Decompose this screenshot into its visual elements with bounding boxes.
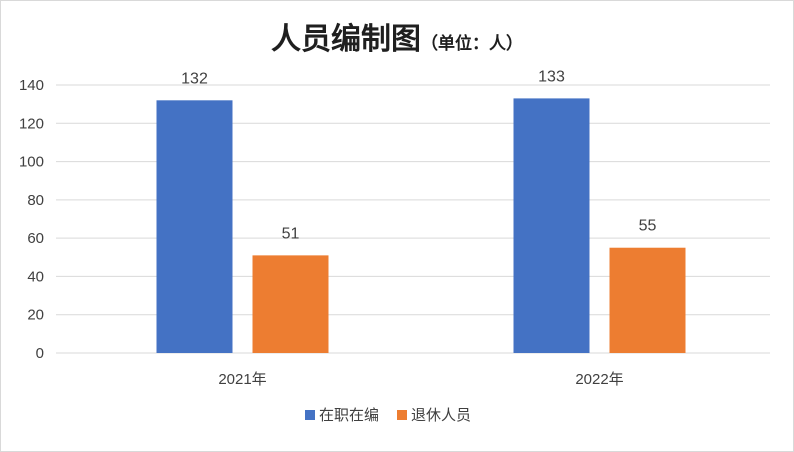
legend-swatch [397,410,407,420]
legend-label: 在职在编 [319,406,379,424]
data-label: 132 [181,70,208,87]
y-tick-label: 40 [27,268,44,285]
chart-title-main: 人员编制图 [271,22,421,57]
chart-title: 人员编制图（单位：人） [0,14,794,58]
chart-title-unit: （单位：人） [421,34,523,54]
x-tick-label: 2021年 [218,371,266,388]
y-tick-label: 100 [19,154,44,171]
bar [513,98,590,354]
y-tick-label: 20 [27,307,44,324]
data-label: 133 [538,68,565,85]
y-tick-label: 0 [36,345,44,362]
legend-label: 退休人员 [411,406,471,424]
y-tick-label: 120 [19,115,44,132]
x-tick-label: 2022年 [575,371,623,388]
y-tick-label: 60 [27,230,44,247]
bar [156,100,233,353]
bar [609,247,686,353]
bar [252,255,329,353]
y-tick-label: 80 [27,192,44,209]
y-tick-label: 140 [19,77,44,94]
data-label: 55 [639,218,657,235]
legend-swatch [305,410,315,420]
data-label: 51 [282,225,300,242]
